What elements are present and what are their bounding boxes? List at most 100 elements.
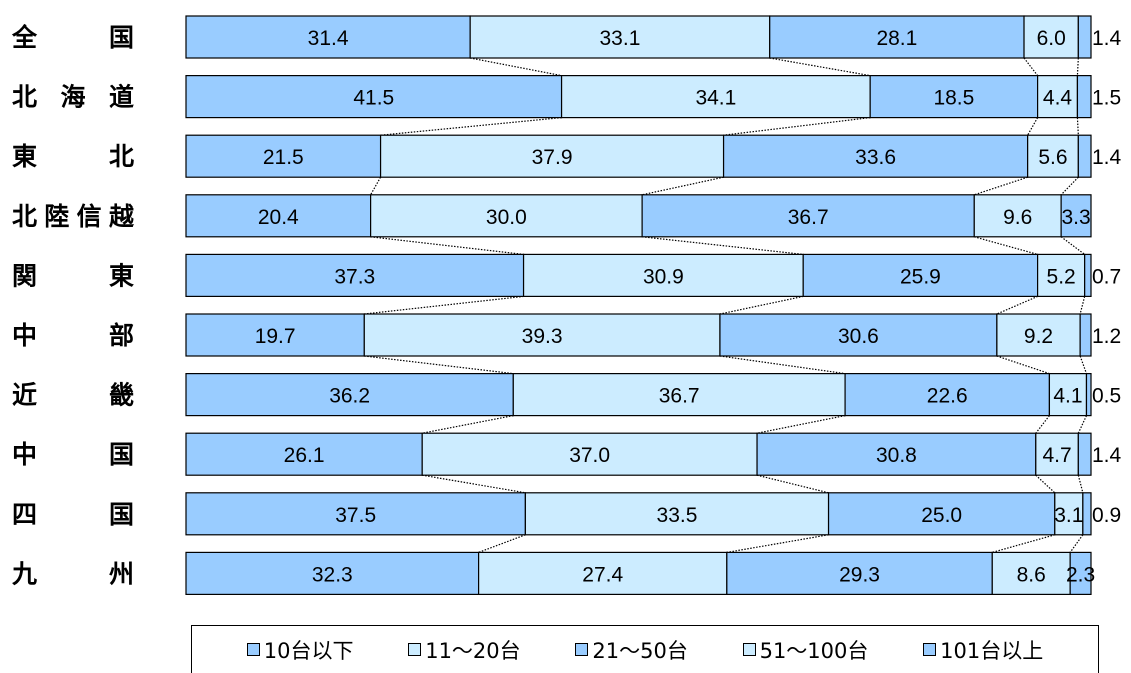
- value-label: 18.5: [933, 87, 974, 110]
- value-label: 27.4: [582, 563, 623, 586]
- series-line-3-2: [642, 236, 804, 255]
- category-label: 北陸信越: [12, 202, 135, 231]
- series-line-4-2: [719, 295, 804, 315]
- bar-segment: [1027, 134, 1079, 178]
- value-label: 4.1: [1053, 385, 1082, 408]
- bar-segment: [1037, 253, 1086, 297]
- legend-swatch-0: [246, 643, 260, 656]
- bar-segment: [522, 253, 804, 297]
- value-label: 28.1: [876, 27, 917, 50]
- series-line-8-2: [726, 534, 829, 553]
- value-label: 36.7: [659, 385, 700, 408]
- bar-segment: [512, 373, 846, 417]
- series-line-3-3: [974, 236, 1038, 255]
- value-label: 8.6: [1017, 563, 1046, 586]
- value-label: 5.2: [1047, 265, 1076, 288]
- series-line-5-4: [1079, 355, 1088, 374]
- bar-segment: [478, 551, 728, 596]
- legend-item-0: 10台以下: [246, 635, 354, 665]
- series-line-8-1: [478, 534, 526, 553]
- series-line-0-3: [1023, 57, 1039, 76]
- series-line-1-3: [1027, 117, 1039, 136]
- bar-segment: [1084, 253, 1092, 297]
- bar-segment: [844, 373, 1051, 417]
- value-label: 0.7: [1092, 265, 1121, 288]
- bar-segment: [869, 74, 1039, 119]
- category-label: 中部: [12, 321, 134, 350]
- value-label: 32.3: [312, 563, 353, 586]
- bar-segment: [1054, 492, 1084, 536]
- bar-segment: [185, 551, 480, 596]
- legend-label-2: 21～50台: [592, 638, 688, 663]
- bar-segment: [185, 253, 525, 297]
- value-label: 3.1: [1054, 504, 1083, 527]
- legend-item-1: 11～20台: [408, 635, 521, 665]
- series-line-5-1: [364, 355, 514, 375]
- legend-swatch-4: [923, 643, 937, 656]
- value-label: 4.7: [1042, 444, 1071, 467]
- legend-label-3: 51～100台: [759, 638, 869, 663]
- value-label: 30.0: [486, 206, 527, 229]
- bar-segment: [1077, 432, 1092, 476]
- legend-label-1: 11～20台: [425, 638, 521, 663]
- category-label: 全国: [11, 23, 134, 52]
- category-label: 東北: [12, 142, 134, 171]
- series-line-6-4: [1077, 415, 1088, 434]
- value-label: 30.9: [643, 265, 684, 288]
- series-line-4-3: [996, 295, 1038, 315]
- bar-segment: [363, 313, 721, 357]
- series-line-2-1: [370, 176, 382, 196]
- value-label: 31.4: [308, 27, 349, 50]
- series-line-6-1: [422, 415, 514, 434]
- legend: 10台以下 11～20台 21～50台 51～100台 101台以上: [191, 625, 1099, 673]
- value-label: 1.2: [1092, 325, 1121, 348]
- series-line-3-1: [370, 236, 524, 255]
- bar-segment: [1037, 74, 1079, 119]
- value-label: 39.3: [522, 325, 563, 348]
- value-label: 1.5: [1092, 87, 1121, 110]
- bar-segment: [1069, 551, 1092, 596]
- series-line-5-2: [719, 355, 846, 375]
- series-line-0-4: [1076, 57, 1079, 76]
- legend-label-4: 101台以上: [940, 638, 1044, 663]
- value-label: 37.5: [335, 504, 376, 527]
- bar-segment: [996, 313, 1081, 357]
- bar-segment: [1076, 74, 1092, 119]
- series-line-2-3: [974, 176, 1028, 196]
- bar-segment: [1060, 194, 1092, 238]
- value-label: 29.3: [839, 563, 880, 586]
- value-label: 37.3: [334, 265, 375, 288]
- bar-segment: [1085, 373, 1092, 417]
- series-line-8-4: [1069, 534, 1084, 553]
- category-label: 九州: [11, 559, 134, 588]
- value-label: 9.6: [1003, 206, 1032, 229]
- legend-swatch-3: [742, 643, 756, 656]
- stacked-bar-chart: 全国 31.4 33.1 28.1 6.0 1.4 北海道 41.5 34.1 18.5 4.4 1.…: [11, 15, 1122, 596]
- value-label: 5.6: [1038, 146, 1067, 169]
- legend-swatch-1: [408, 643, 422, 656]
- series-line-8-3: [992, 534, 1055, 553]
- value-label: 25.9: [900, 265, 941, 288]
- bar-segment: [1077, 134, 1092, 178]
- bar-segment: [469, 15, 771, 59]
- value-label: 26.1: [284, 444, 325, 467]
- value-label: 34.1: [695, 87, 736, 110]
- category-label: 近畿: [12, 381, 134, 410]
- series-line-0-2: [769, 57, 871, 77]
- series-line-6-2: [756, 415, 846, 434]
- value-label: 25.0: [921, 504, 962, 527]
- value-label: 33.1: [600, 27, 641, 50]
- bar-segment: [726, 551, 993, 596]
- value-label: 1.4: [1092, 27, 1122, 50]
- series-line-4-1: [364, 295, 524, 315]
- legend-label-0: 10台以下: [263, 638, 354, 663]
- value-label: 33.5: [657, 504, 698, 527]
- value-label: 22.6: [927, 385, 968, 408]
- legend-item-2: 21～50台: [575, 635, 688, 665]
- series-line-6-3: [1035, 415, 1050, 434]
- value-label: 19.7: [255, 325, 296, 348]
- value-label: 2.3: [1066, 563, 1095, 586]
- bar-segment: [370, 194, 643, 238]
- bar-segment: [1082, 492, 1092, 536]
- series-line-1-2: [723, 117, 871, 136]
